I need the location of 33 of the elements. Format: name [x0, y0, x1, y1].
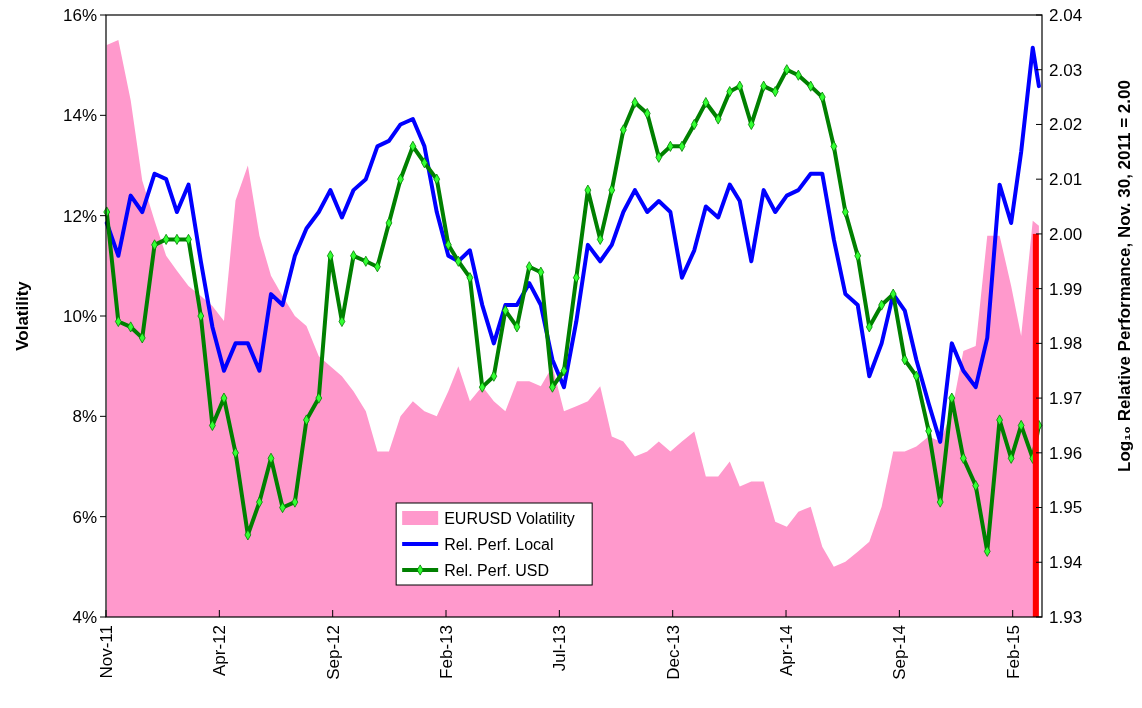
y2-tick-label: 1.94 — [1049, 553, 1083, 573]
legend-label: Rel. Perf. Local — [444, 535, 554, 553]
y2-tick-label: 1.99 — [1049, 279, 1083, 299]
y2-tick-label: 2.03 — [1049, 60, 1083, 80]
x-tick-label: Jul-13 — [550, 625, 570, 672]
y2-tick-label: 2.02 — [1049, 115, 1083, 135]
y2-axis-title: Log₁₀ Relative Performance, Nov. 30, 2011 = 2.00 — [1115, 80, 1134, 472]
y2-tick-label: 1.96 — [1049, 443, 1083, 463]
x-tick-label: Sep-12 — [323, 625, 343, 680]
y2-tick-label: 2.01 — [1049, 170, 1083, 190]
y-tick-label: 8% — [72, 407, 97, 427]
x-tick-label: Feb-15 — [1003, 625, 1023, 679]
legend-label: Rel. Perf. USD — [444, 561, 550, 579]
x-tick-label: Feb-13 — [437, 625, 457, 679]
y2-tick-label: 1.93 — [1049, 607, 1083, 627]
y2-tick-label: 1.95 — [1049, 498, 1083, 518]
y2-tick-label: 2.00 — [1049, 224, 1083, 244]
x-tick-label: Sep-14 — [890, 625, 910, 680]
y-tick-label: 12% — [62, 206, 97, 226]
x-tick-label: Nov-11 — [97, 625, 116, 679]
y-axis-title: Volatility — [13, 280, 32, 351]
y-tick-label: 4% — [72, 607, 97, 627]
y2-tick-label: 1.97 — [1049, 389, 1083, 409]
x-tick-label: Dec-13 — [663, 625, 683, 680]
y-tick-label: 14% — [62, 106, 97, 126]
y2-tick-label: 1.98 — [1049, 334, 1083, 354]
x-tick-label: Apr-12 — [210, 625, 230, 677]
x-tick-label: Apr-14 — [777, 625, 797, 677]
y-tick-label: 10% — [62, 306, 97, 326]
y2-tick-label: 2.04 — [1049, 5, 1083, 25]
y-tick-label: 6% — [72, 507, 97, 527]
series-label: EURUSD Volatility — [444, 509, 575, 527]
y-tick-label: 16% — [62, 5, 97, 25]
